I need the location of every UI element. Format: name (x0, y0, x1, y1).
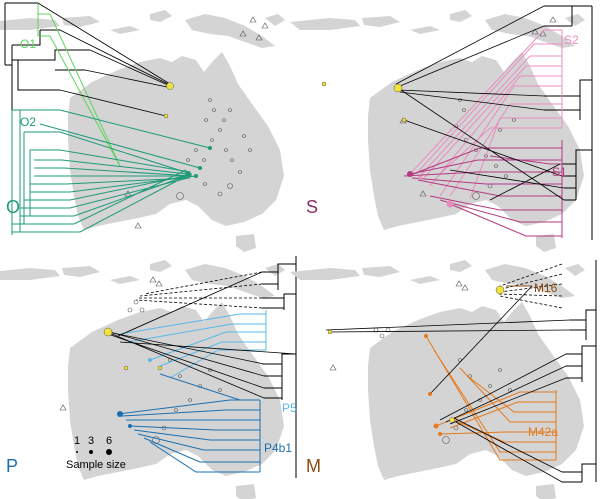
legend-dot-3 (89, 450, 93, 454)
panel-p: 1 3 6 Sample size P5 P4b1 P (0, 256, 297, 499)
dashed-links (135, 271, 263, 309)
legend-value-6: 6 (106, 435, 112, 447)
clade-label-m16: M16 (534, 281, 558, 295)
panel-letter-m: M (306, 456, 321, 476)
panel-letter-p: P (6, 456, 18, 476)
clade-label-o1: O1 (20, 37, 36, 51)
map-australia (290, 10, 585, 252)
clade-label-m42a: M42a (528, 425, 558, 439)
phylogenetic-tree (4, 2, 90, 110)
dashed-links (497, 263, 563, 309)
legend-dot-1 (76, 451, 78, 453)
clade-s2-links (409, 29, 563, 199)
tree-links-black (37, 2, 173, 117)
sample-size-legend: 1 3 6 Sample size (66, 435, 126, 471)
tree-links-black (107, 271, 297, 399)
legend-title: Sample size (66, 459, 126, 471)
tip-points (321, 81, 454, 208)
clade-label-s1: S1 (552, 165, 567, 179)
legend-dot-6 (106, 449, 112, 455)
tip-points (163, 82, 212, 178)
panel-letter-s: S (306, 197, 318, 217)
panel-o: O1 O2 O (0, 2, 285, 252)
tip-points (327, 285, 505, 436)
panel-letter-o: O (6, 197, 20, 217)
tip-points (103, 327, 163, 428)
clade-label-p5: P5 (282, 401, 297, 415)
panel-s: S2 S1 S (290, 5, 593, 252)
clade-label-p4b1: P4b1 (264, 441, 292, 455)
sample-markers (329, 280, 512, 444)
clade-p4b1-links (117, 373, 261, 473)
sample-markers (124, 16, 269, 229)
clade-o2-links (11, 109, 211, 235)
legend-value-3: 3 (88, 435, 94, 447)
tree-links-black (325, 285, 571, 483)
tree-links-black (395, 5, 565, 201)
map-australia (290, 260, 585, 499)
legend-value-1: 1 (74, 435, 80, 447)
panel-m: M16 M42a M (290, 260, 597, 499)
clade-label-o2: O2 (20, 115, 36, 129)
phylogenetic-tree (562, 260, 597, 483)
clade-label-s2: S2 (564, 33, 579, 47)
clade-o1-links (37, 3, 121, 167)
